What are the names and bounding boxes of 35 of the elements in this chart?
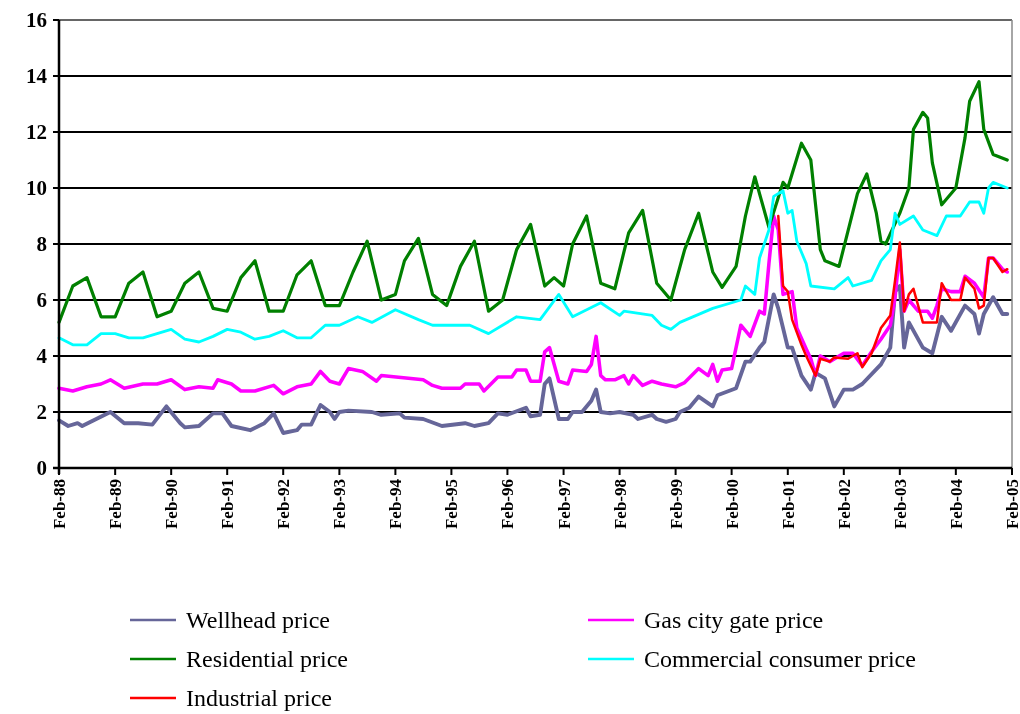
x-tick-label: Feb-99 (666, 479, 686, 530)
y-tick-label: 16 (26, 8, 47, 33)
y-tick-label: 6 (36, 288, 47, 313)
x-tick-label: Feb-00 (722, 479, 742, 530)
line-series (777, 214, 1009, 377)
y-tick-label: 0 (36, 456, 47, 481)
x-tick-label: Feb-05 (1002, 479, 1020, 530)
x-tick-label: Feb-89 (106, 479, 126, 530)
legend-label: Gas city gate price (644, 607, 824, 634)
y-tick-label: 14 (26, 64, 48, 89)
x-tick-label: Feb-97 (554, 478, 574, 530)
x-tick-label: Feb-01 (778, 479, 798, 530)
x-tick-label: Feb-95 (442, 479, 462, 530)
y-tick-label: 4 (36, 344, 48, 369)
x-tick-label: Feb-92 (274, 479, 294, 530)
x-tick-label: Feb-93 (330, 479, 350, 530)
x-tick-label: Feb-96 (498, 479, 518, 530)
x-tick-label: Feb-03 (890, 479, 910, 530)
x-tick-label: Feb-98 (610, 479, 630, 530)
y-tick-label: 2 (36, 400, 47, 425)
line-series (57, 80, 1009, 324)
line-series (57, 180, 1009, 347)
y-tick-label: 12 (26, 120, 47, 145)
y-tick-label: 10 (26, 176, 47, 201)
legend-label: Industrial price (186, 685, 332, 712)
legend-label: Residential price (186, 646, 348, 673)
x-tick-label: Feb-04 (946, 478, 966, 530)
x-tick-label: Feb-02 (834, 479, 854, 530)
x-tick-label: Feb-94 (386, 478, 406, 530)
legend-label: Commercial consumer price (644, 646, 916, 673)
x-tick-label: Feb-91 (218, 479, 238, 530)
y-tick-label: 8 (36, 232, 47, 257)
x-tick-label: Feb-90 (162, 479, 182, 530)
x-tick-label: Feb-88 (49, 479, 69, 530)
legend-label: Wellhead price (186, 607, 330, 634)
